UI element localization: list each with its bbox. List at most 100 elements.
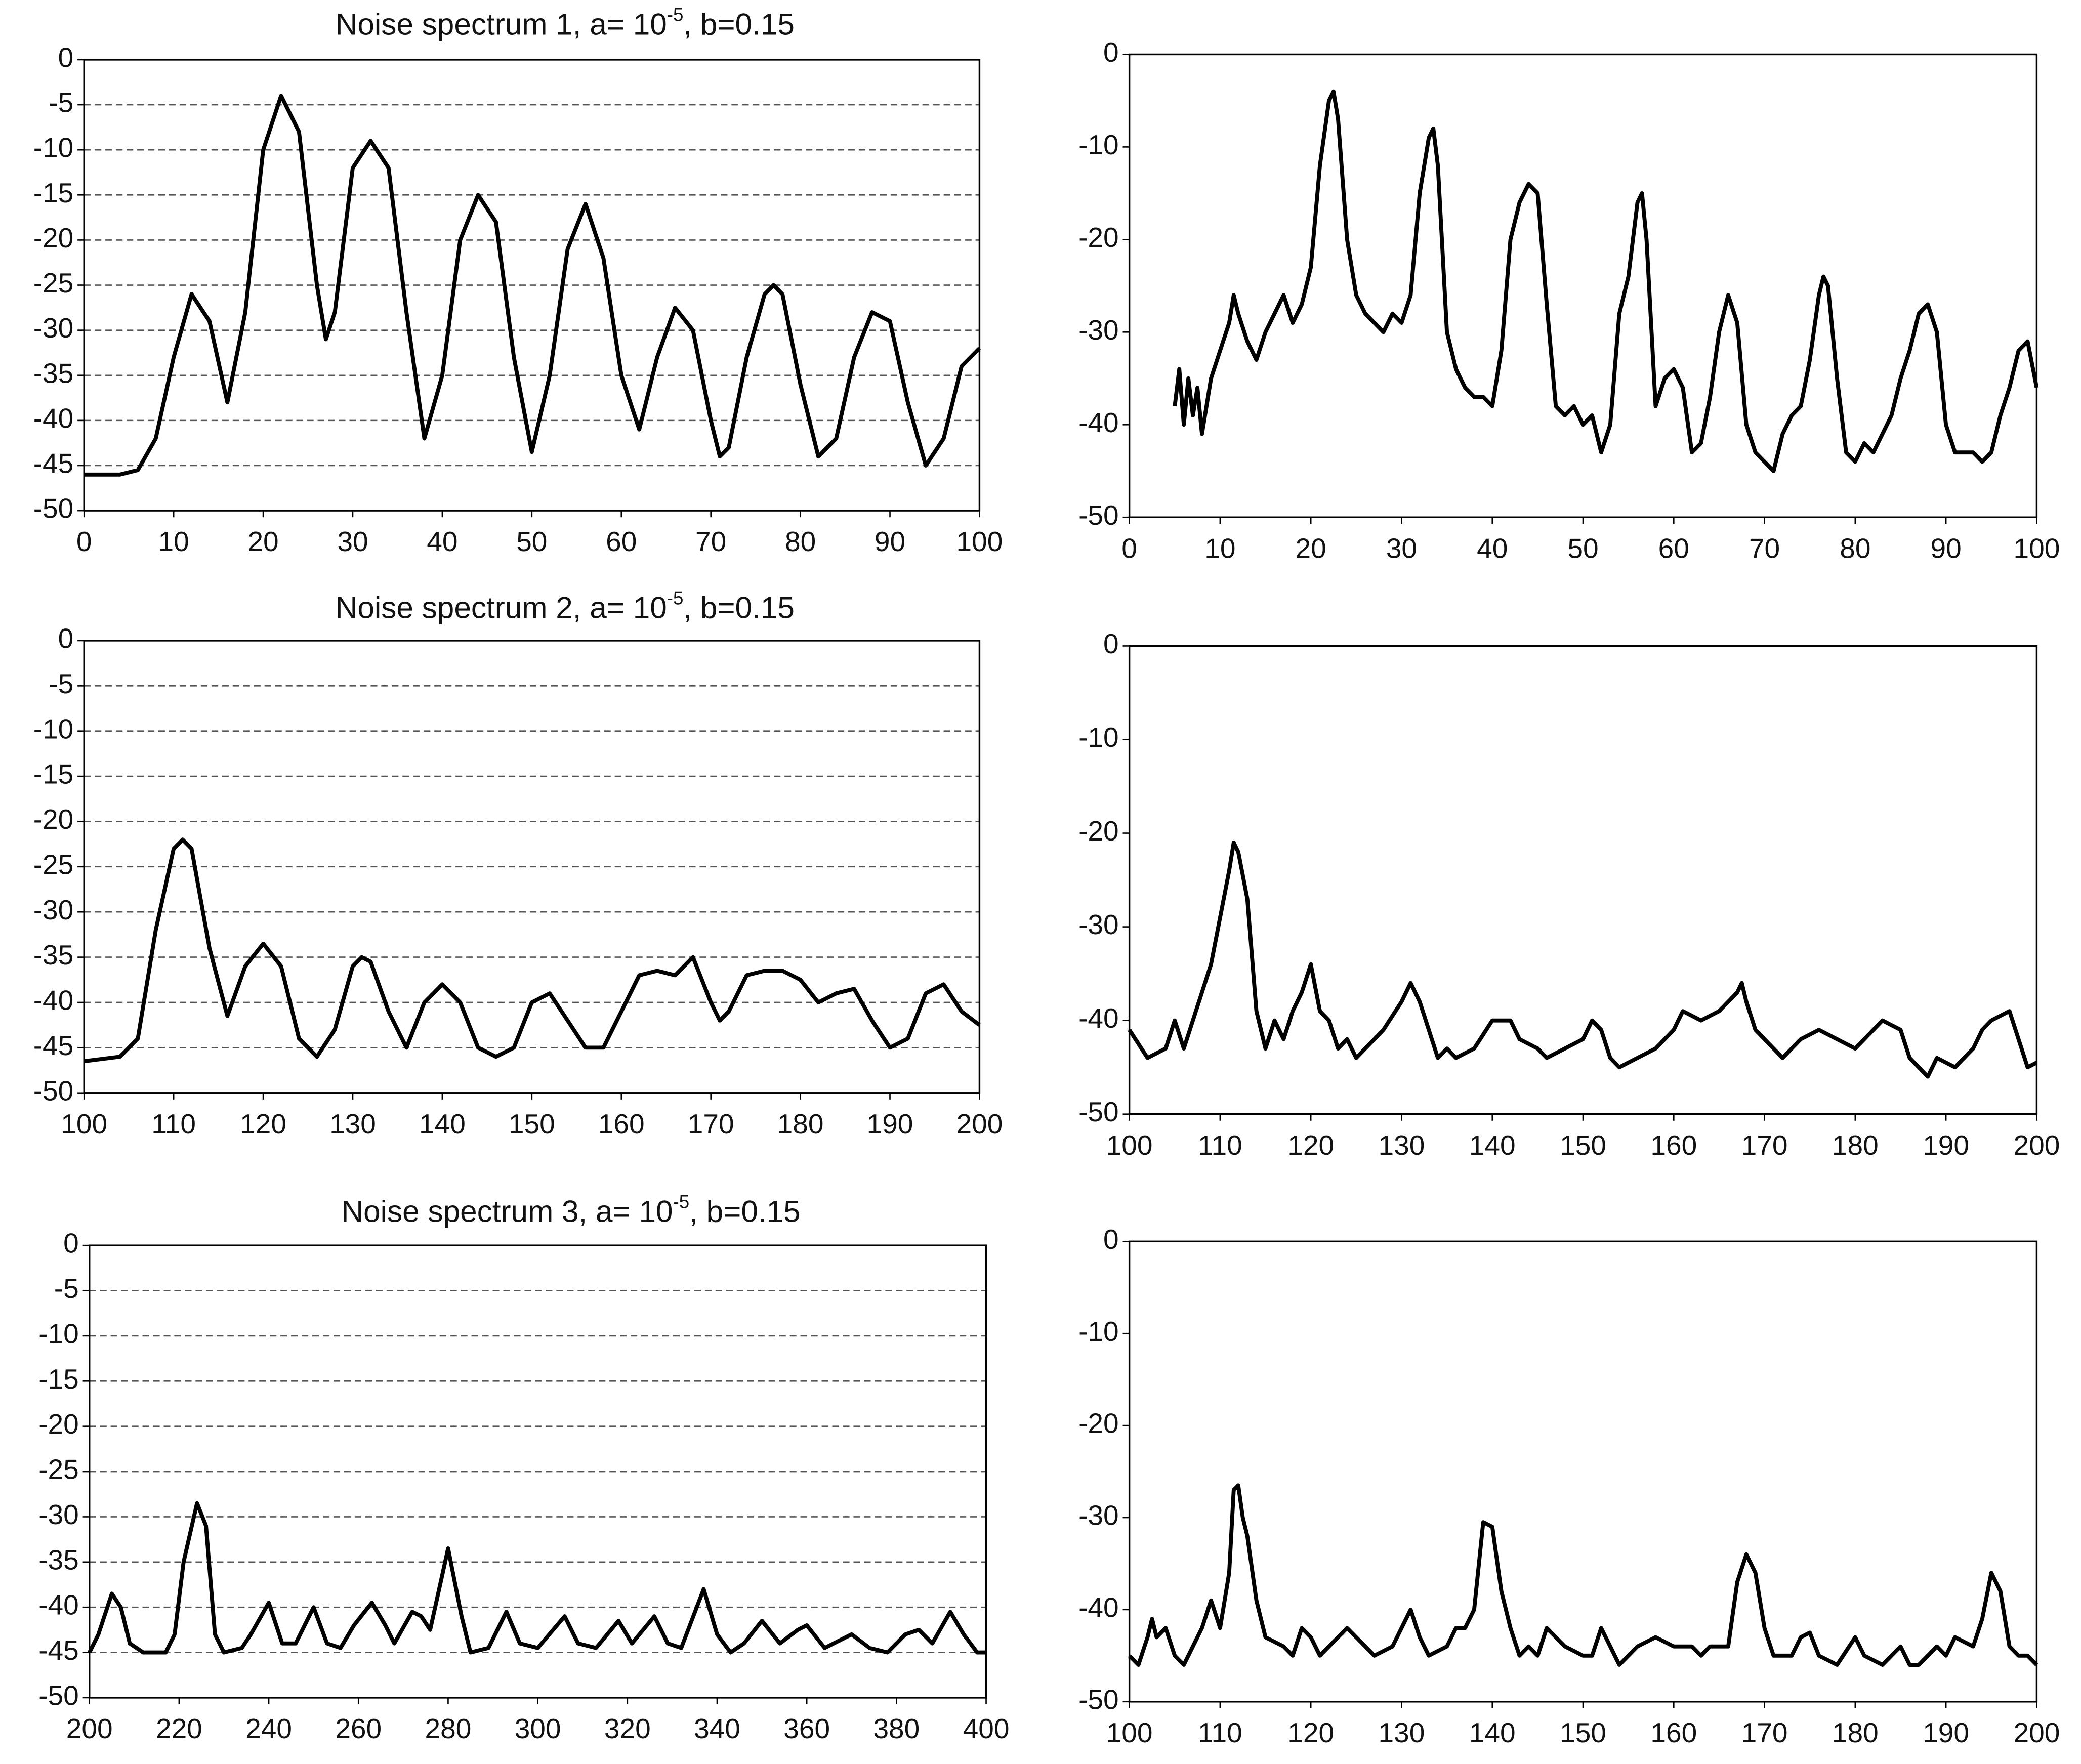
x-tick-label: 200 bbox=[956, 1108, 1003, 1140]
x-tick-label: 0 bbox=[1121, 532, 1137, 564]
x-tick-label: 120 bbox=[240, 1108, 286, 1140]
y-tick-label: -10 bbox=[33, 713, 74, 744]
x-tick-label: 140 bbox=[1469, 1717, 1516, 1748]
y-tick-label: -40 bbox=[1078, 407, 1119, 438]
x-tick-label: 130 bbox=[1379, 1717, 1425, 1748]
x-tick-label: 130 bbox=[1379, 1129, 1425, 1161]
x-tick-label: 220 bbox=[156, 1713, 202, 1744]
title-suffix: , b=0.15 bbox=[683, 7, 795, 41]
y-tick-label: -25 bbox=[38, 1454, 79, 1485]
x-tick-label: 10 bbox=[1204, 532, 1235, 564]
y-tick-label: -40 bbox=[33, 402, 74, 434]
x-tick-label: 100 bbox=[1106, 1129, 1153, 1161]
x-tick-label: 90 bbox=[875, 526, 905, 557]
x-tick-label: 10 bbox=[158, 526, 189, 557]
x-tick-label: 190 bbox=[1923, 1129, 1969, 1161]
y-tick-label: 0 bbox=[1103, 1224, 1119, 1255]
x-tick-label: 100 bbox=[61, 1108, 107, 1140]
title-suffix: , b=0.15 bbox=[683, 591, 795, 625]
y-tick-label: -25 bbox=[33, 267, 74, 299]
chart-title: Noise spectrum 3, a= 10-5, b=0.15 bbox=[342, 1191, 801, 1228]
y-tick-label: -50 bbox=[33, 493, 74, 524]
y-tick-label: -10 bbox=[1078, 129, 1119, 160]
x-tick-label: 180 bbox=[1832, 1129, 1879, 1161]
y-tick-label: -5 bbox=[49, 87, 73, 118]
x-tick-label: 200 bbox=[66, 1713, 113, 1744]
x-tick-label: 150 bbox=[1560, 1717, 1606, 1748]
x-tick-label: 260 bbox=[335, 1713, 382, 1744]
y-tick-label: -5 bbox=[49, 668, 73, 699]
x-tick-label: 400 bbox=[963, 1713, 1010, 1744]
y-tick-label: -35 bbox=[33, 939, 74, 971]
y-tick-label: -20 bbox=[33, 222, 74, 254]
title-text: Noise spectrum 3, a= 10 bbox=[342, 1194, 673, 1228]
x-tick-label: 40 bbox=[1477, 532, 1508, 564]
title-superscript: -5 bbox=[673, 1191, 690, 1212]
y-tick-label: 0 bbox=[58, 41, 74, 73]
x-tick-label: 170 bbox=[1741, 1129, 1788, 1161]
x-tick-label: 70 bbox=[1749, 532, 1780, 564]
x-tick-label: 20 bbox=[247, 526, 278, 557]
y-tick-label: -20 bbox=[1078, 815, 1119, 847]
x-tick-label: 360 bbox=[783, 1713, 830, 1744]
data-line bbox=[84, 94, 981, 477]
x-tick-label: 30 bbox=[1386, 532, 1417, 564]
plot-frame bbox=[83, 59, 981, 512]
y-tick-label: -10 bbox=[33, 132, 74, 163]
y-tick-label: -35 bbox=[38, 1544, 79, 1575]
x-tick-label: 200 bbox=[2013, 1717, 2060, 1748]
x-tick-label: 70 bbox=[695, 526, 726, 557]
y-tick-label: -20 bbox=[1078, 222, 1119, 253]
y-tick-label: -10 bbox=[1078, 1316, 1119, 1347]
title-text: Noise spectrum 1, a= 10 bbox=[336, 7, 667, 41]
x-tick-label: 300 bbox=[515, 1713, 561, 1744]
y-tick-label: -20 bbox=[1078, 1408, 1119, 1439]
x-tick-label: 190 bbox=[1923, 1717, 1969, 1748]
x-tick-label: 30 bbox=[337, 526, 368, 557]
y-tick-label: -5 bbox=[54, 1273, 79, 1304]
x-tick-label: 160 bbox=[598, 1108, 645, 1140]
x-tick-label: 240 bbox=[245, 1713, 292, 1744]
x-tick-label: 110 bbox=[1198, 1129, 1242, 1161]
data-line bbox=[1173, 89, 2039, 473]
y-tick-label: -20 bbox=[38, 1408, 79, 1440]
data-line bbox=[1128, 1483, 2038, 1667]
title-superscript: -5 bbox=[667, 587, 684, 608]
y-tick-label: -40 bbox=[38, 1589, 79, 1621]
x-tick-label: 140 bbox=[419, 1108, 466, 1140]
y-tick-label: -50 bbox=[33, 1075, 74, 1106]
y-tick-label: -30 bbox=[33, 894, 74, 926]
y-tick-label: -40 bbox=[1078, 1002, 1119, 1034]
y-tick-label: -30 bbox=[1078, 314, 1119, 346]
x-tick-label: 170 bbox=[1741, 1717, 1788, 1748]
title-superscript: -5 bbox=[667, 4, 684, 25]
x-tick-label: 180 bbox=[1832, 1717, 1879, 1748]
x-tick-label: 80 bbox=[785, 526, 816, 557]
x-tick-label: 60 bbox=[1658, 532, 1689, 564]
y-tick-label: -45 bbox=[38, 1634, 79, 1666]
plot-frame bbox=[83, 640, 981, 1094]
y-tick-label: 0 bbox=[1103, 36, 1119, 68]
y-tick-label: -40 bbox=[33, 985, 74, 1016]
x-tick-label: 130 bbox=[329, 1108, 376, 1140]
plot-frame bbox=[1128, 1240, 2038, 1703]
data-line bbox=[1128, 841, 2038, 1079]
y-tick-label: -10 bbox=[1078, 722, 1119, 753]
x-tick-label: 40 bbox=[427, 526, 457, 557]
y-tick-label: -10 bbox=[38, 1318, 79, 1349]
y-tick-label: -30 bbox=[1078, 909, 1119, 940]
x-tick-label: 110 bbox=[1198, 1717, 1242, 1748]
y-tick-label: -50 bbox=[1078, 499, 1119, 531]
x-tick-label: 120 bbox=[1287, 1717, 1334, 1748]
x-tick-label: 170 bbox=[688, 1108, 734, 1140]
y-tick-label: -35 bbox=[33, 357, 74, 389]
x-tick-label: 380 bbox=[873, 1713, 920, 1744]
x-tick-label: 150 bbox=[1560, 1129, 1606, 1161]
x-tick-label: 340 bbox=[694, 1713, 740, 1744]
title-text: Noise spectrum 2, a= 10 bbox=[336, 591, 667, 625]
plot-frame bbox=[89, 1244, 987, 1699]
x-tick-label: 320 bbox=[604, 1713, 651, 1744]
x-tick-label: 0 bbox=[76, 526, 92, 557]
y-tick-label: -40 bbox=[1078, 1591, 1119, 1623]
